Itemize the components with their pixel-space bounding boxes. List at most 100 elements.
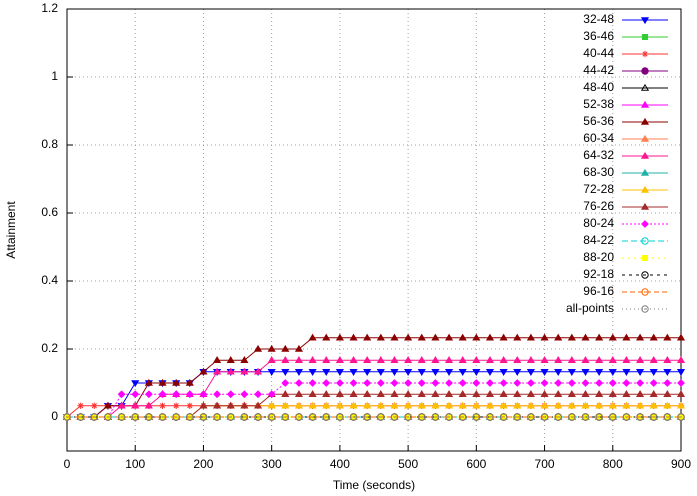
data-point [485, 356, 495, 363]
data-point [117, 413, 126, 421]
data-point [91, 402, 98, 409]
y-tick-label: 0.2 [41, 341, 58, 355]
data-point [349, 390, 358, 397]
data-point [240, 356, 249, 363]
data-point [281, 356, 290, 363]
data-point [458, 356, 467, 363]
y-tick-label: 1.2 [41, 1, 58, 15]
data-point [199, 390, 208, 399]
data-point [363, 401, 372, 409]
data-point [649, 356, 658, 363]
data-point [595, 369, 604, 376]
legend-marker [641, 288, 649, 296]
y-tick-label: 0.4 [41, 273, 58, 287]
data-point [417, 379, 426, 387]
x-tick-label: 500 [398, 457, 418, 471]
legend-marker [640, 202, 650, 210]
data-point [186, 402, 193, 409]
y-tick-label: 0 [51, 409, 58, 423]
data-point [567, 369, 576, 376]
data-point [622, 390, 631, 397]
data-point [376, 390, 385, 397]
data-point [567, 356, 576, 363]
data-point [622, 379, 631, 387]
data-point [335, 379, 344, 387]
data-point [445, 413, 453, 421]
data-point [131, 380, 140, 388]
data-point [581, 369, 590, 376]
data-point [458, 379, 467, 387]
data-point [540, 401, 549, 409]
legend-label: 60-34 [583, 131, 614, 145]
data-point [363, 413, 371, 421]
data-point [431, 356, 440, 363]
data-point [663, 379, 672, 387]
data-point [472, 333, 481, 341]
data-point [608, 333, 617, 341]
data-point [540, 413, 549, 421]
data-point [158, 378, 167, 386]
series-line [67, 359, 681, 418]
x-tick-label: 900 [671, 457, 691, 471]
data-point [335, 369, 344, 376]
legend-marker [640, 185, 650, 193]
data-point [144, 378, 153, 386]
data-point [308, 401, 317, 409]
data-point [404, 401, 413, 409]
data-point [294, 344, 304, 352]
data-point [444, 401, 454, 409]
data-point [527, 379, 535, 387]
data-point [499, 401, 508, 409]
data-point [649, 379, 658, 387]
y-axis-label: Attainment [4, 201, 18, 259]
data-point [322, 356, 331, 363]
data-point [568, 413, 576, 421]
data-point [185, 378, 194, 386]
data-point [458, 390, 467, 397]
data-point [622, 333, 631, 341]
data-point [595, 413, 603, 421]
data-point [635, 390, 645, 397]
data-point [349, 379, 358, 387]
data-point [540, 333, 549, 341]
data-point [335, 401, 344, 409]
data-point [117, 401, 126, 409]
data-point [595, 379, 604, 387]
data-point [635, 333, 645, 341]
data-point [131, 401, 140, 409]
plot-border [66, 8, 682, 452]
data-point [417, 369, 426, 376]
data-point [240, 367, 249, 375]
data-point [444, 369, 454, 376]
data-point [663, 401, 672, 409]
data-point [676, 390, 686, 397]
data-point [240, 413, 249, 421]
data-point [458, 333, 467, 341]
data-point [159, 402, 166, 409]
data-point [608, 379, 617, 387]
data-point [458, 401, 467, 409]
x-tick-label: 700 [535, 457, 555, 471]
legend-label: 36-46 [583, 29, 614, 43]
legend-marker [641, 305, 649, 313]
data-point [526, 390, 535, 397]
data-point [308, 390, 317, 397]
data-point [281, 401, 290, 409]
data-point [186, 413, 194, 421]
legend-marker [641, 220, 649, 228]
data-point [581, 401, 590, 409]
data-point [663, 356, 672, 363]
data-point [267, 344, 276, 352]
data-point [567, 401, 576, 409]
data-point [499, 369, 508, 376]
data-point [485, 333, 495, 341]
data-point [376, 401, 385, 409]
data-point [486, 413, 494, 421]
data-point [294, 356, 304, 363]
data-point [431, 413, 440, 421]
data-point [567, 379, 576, 387]
data-point [663, 390, 672, 397]
legend-label: 52-38 [583, 97, 614, 111]
data-point [636, 379, 644, 387]
data-point [281, 413, 290, 421]
